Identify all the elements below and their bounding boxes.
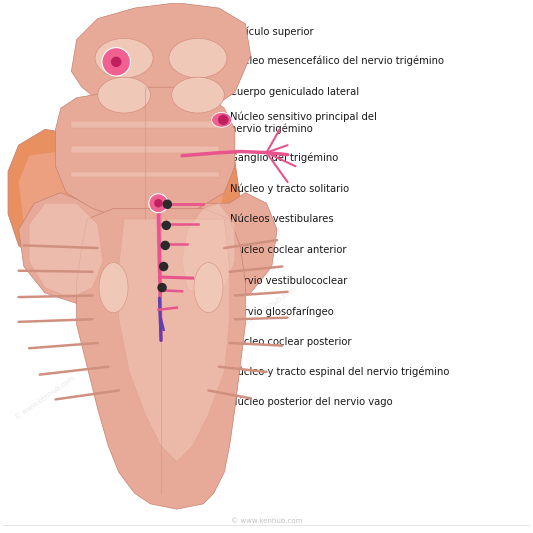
Circle shape [149,193,168,213]
Text: © www.kenhub.com: © www.kenhub.com [35,165,97,211]
Text: Nervio glosofaríngeo: Nervio glosofaríngeo [230,306,333,317]
Ellipse shape [99,263,128,313]
Polygon shape [119,219,230,462]
Text: KEN: KEN [474,495,498,505]
Text: Núcleos vestibulares: Núcleos vestibulares [230,214,333,224]
Polygon shape [71,3,251,119]
Polygon shape [19,150,92,261]
Text: © www.kenhub.com: © www.kenhub.com [14,375,76,421]
Text: Colículo superior: Colículo superior [230,27,313,37]
Text: Núcleo sensitivo principal del
nervio trigémino: Núcleo sensitivo principal del nervio tr… [230,112,376,134]
Text: Cuerpo geniculado lateral: Cuerpo geniculado lateral [230,87,359,98]
Text: Nervio vestibulococlear: Nervio vestibulococlear [230,276,347,286]
Polygon shape [182,192,277,303]
Ellipse shape [172,77,224,113]
Circle shape [160,241,170,250]
Ellipse shape [194,263,223,313]
Circle shape [159,262,168,271]
Circle shape [218,115,229,125]
Text: Núcleo coclear anterior: Núcleo coclear anterior [230,245,346,255]
Polygon shape [71,172,219,177]
Circle shape [157,283,167,292]
Circle shape [102,47,131,76]
Circle shape [163,199,172,209]
Polygon shape [150,150,224,261]
Ellipse shape [95,38,153,78]
Ellipse shape [212,112,232,127]
Polygon shape [145,130,240,272]
Text: HUB: HUB [474,508,499,519]
Circle shape [111,56,122,67]
Text: Núcleo coclear posterior: Núcleo coclear posterior [230,336,351,346]
Text: Ganglio del trigémino: Ganglio del trigémino [230,152,338,163]
Polygon shape [71,146,219,152]
Polygon shape [71,122,219,128]
Text: Núcleo mesencefálico del nervio trigémino: Núcleo mesencefálico del nervio trigémin… [230,55,443,66]
Circle shape [161,221,171,230]
Text: Núcleo y tracto espinal del nervio trigémino: Núcleo y tracto espinal del nervio trigé… [230,367,449,377]
Text: © www.kenhub.com: © www.kenhub.com [231,518,302,524]
Polygon shape [8,130,108,272]
Ellipse shape [169,38,227,78]
Text: © www.kenhub.com: © www.kenhub.com [236,286,297,332]
Circle shape [154,199,163,207]
Polygon shape [55,87,235,219]
Polygon shape [29,203,103,298]
Ellipse shape [98,77,150,113]
Polygon shape [19,192,114,303]
Polygon shape [182,203,235,298]
Text: Núcleo y tracto solitario: Núcleo y tracto solitario [230,183,349,193]
Polygon shape [77,208,245,509]
Text: Núcleo posterior del nervio vago: Núcleo posterior del nervio vago [230,397,392,407]
